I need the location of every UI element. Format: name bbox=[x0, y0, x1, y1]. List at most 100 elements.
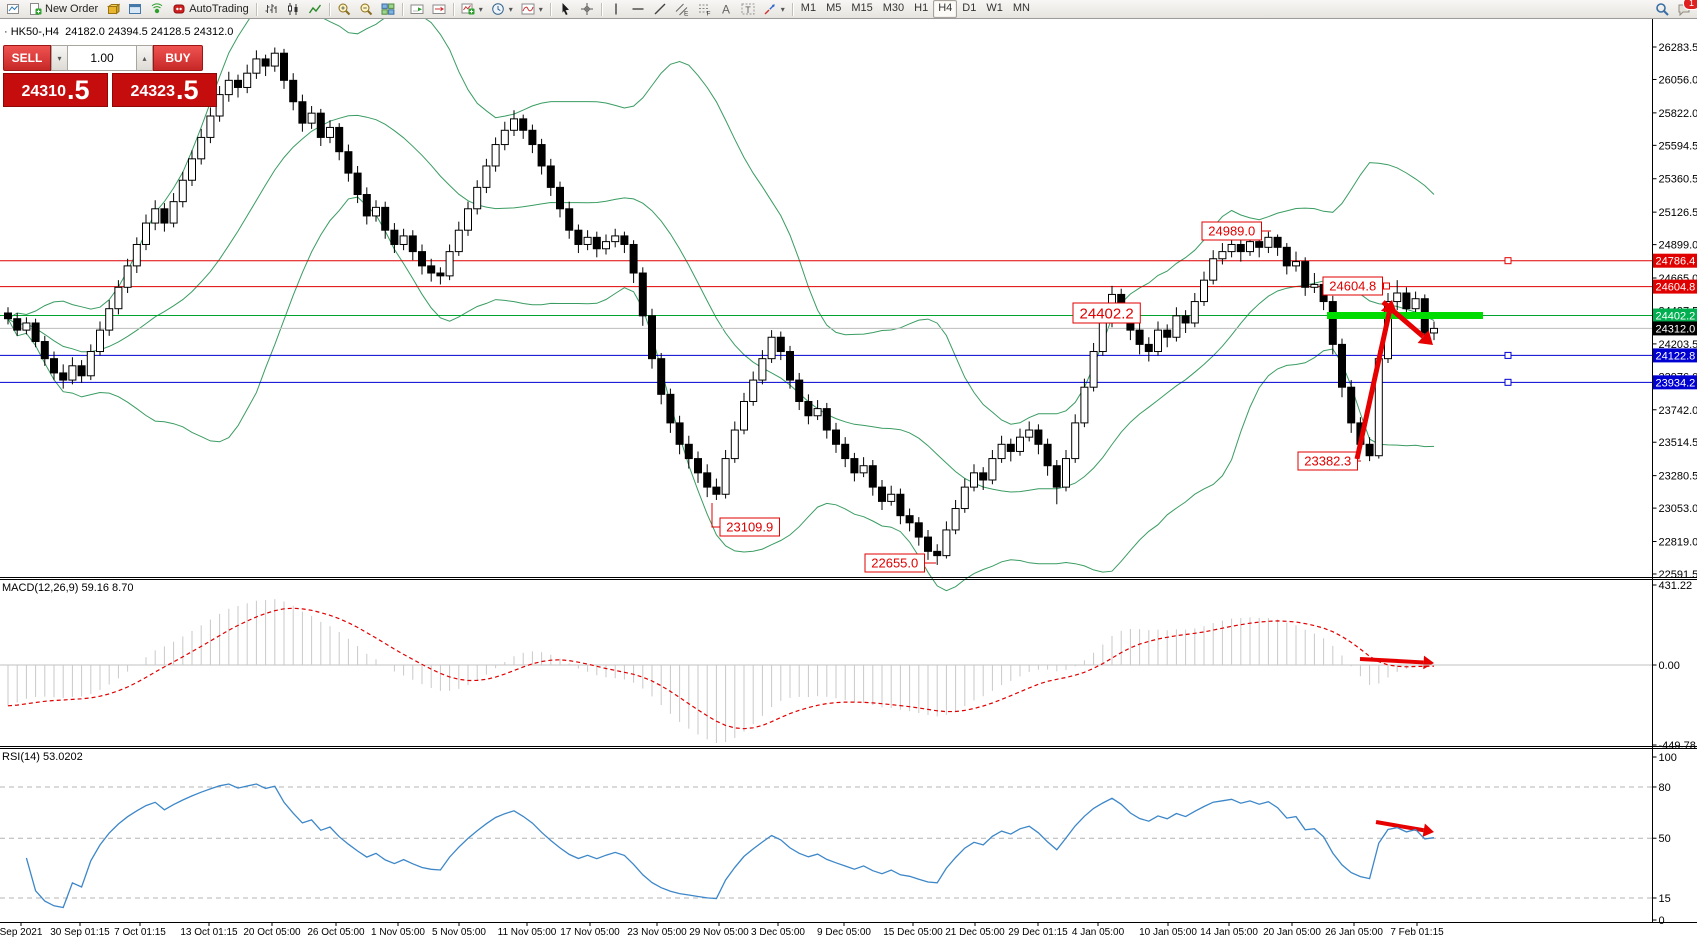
price-annotation[interactable]: 22655.0 bbox=[864, 553, 936, 573]
cursor-button[interactable] bbox=[554, 0, 576, 18]
timeframe-M1[interactable]: M1 bbox=[800, 2, 817, 14]
chevron-down-icon: ▾ bbox=[780, 4, 785, 14]
bar-chart-icon bbox=[265, 4, 277, 13]
timeframe-D1[interactable]: D1 bbox=[962, 2, 977, 14]
autotrading-icon bbox=[173, 4, 185, 14]
periods-button[interactable]: ▾ bbox=[487, 0, 517, 18]
trendline-button[interactable] bbox=[649, 0, 671, 18]
timeframe-M5[interactable]: M5 bbox=[826, 2, 842, 14]
price-badge bbox=[1653, 375, 1697, 390]
text-button[interactable]: A bbox=[715, 0, 737, 18]
auto-scroll-button[interactable] bbox=[406, 0, 428, 18]
timeframe-H1[interactable]: H1 bbox=[914, 2, 929, 14]
price-annotation[interactable]: 24402.2 bbox=[1072, 302, 1141, 324]
price-axis[interactable]: 26283.5 26056.0 25822.0 25594.5 25360.5 25126… bbox=[1652, 42, 1697, 581]
volume-decrease-button[interactable]: ▾ bbox=[51, 45, 68, 71]
fibonacci-icon: F bbox=[698, 4, 710, 16]
line-chart-button[interactable] bbox=[304, 0, 326, 18]
fibonacci-button[interactable]: F bbox=[693, 0, 715, 18]
price-annotation[interactable]: 23109.9 bbox=[711, 503, 781, 537]
drawn-arrow[interactable] bbox=[1375, 820, 1434, 837]
rsi-axis-label: 80 bbox=[1659, 782, 1671, 794]
bid-price-main: 24310 bbox=[21, 83, 66, 100]
toolbar-separator bbox=[255, 2, 257, 16]
volume-increase-button[interactable]: ▴ bbox=[136, 45, 153, 71]
sell-button[interactable]: SELL bbox=[3, 45, 51, 71]
chart-shift-button[interactable] bbox=[428, 0, 450, 18]
price-tick-label: 25360.5 bbox=[1659, 174, 1697, 186]
time-tick-label: Sep 2021 bbox=[0, 927, 43, 938]
bid-price-display[interactable]: 24310.5 bbox=[3, 73, 108, 107]
drawn-arrow[interactable] bbox=[1381, 300, 1433, 345]
zoom-out-button[interactable] bbox=[355, 0, 377, 18]
buy-button[interactable]: BUY bbox=[153, 45, 203, 71]
charts-button[interactable] bbox=[2, 0, 24, 18]
time-tick-label: 20 Jan 05:00 bbox=[1263, 927, 1321, 938]
candlestick-chart-button[interactable] bbox=[282, 0, 304, 18]
notifications-button[interactable]: 1 bbox=[1673, 0, 1697, 18]
price-tick-label: 23742.0 bbox=[1659, 405, 1697, 417]
price-annotation[interactable]: 23382.3 bbox=[1297, 451, 1361, 471]
crosshair-button[interactable] bbox=[576, 0, 598, 18]
arrows-button[interactable]: ▾ bbox=[759, 0, 789, 18]
data-window-button[interactable] bbox=[124, 0, 146, 18]
tile-windows-button[interactable] bbox=[377, 0, 399, 18]
time-axis[interactable]: Sep 2021 30 Sep 01:15 7 Oct 01:15 13 Oct 01… bbox=[0, 922, 1444, 939]
price-tick-label: 24203.5 bbox=[1659, 339, 1697, 351]
search-button[interactable] bbox=[1651, 0, 1673, 18]
line-handle[interactable] bbox=[1504, 378, 1512, 386]
toolbar-separator bbox=[401, 2, 403, 16]
market-watch-icon bbox=[107, 3, 121, 15]
autotrading-button[interactable]: AutoTrading bbox=[168, 0, 253, 18]
new-chart-button[interactable]: ▾ bbox=[457, 0, 487, 18]
line-handle[interactable] bbox=[1383, 282, 1391, 290]
price-annotation[interactable]: 24989.0 bbox=[1201, 221, 1271, 241]
zoom-in-button[interactable] bbox=[333, 0, 355, 18]
ask-price-display[interactable]: 24323.5 bbox=[112, 73, 217, 107]
timeframe-W1[interactable]: W1 bbox=[986, 2, 1003, 14]
timeframe-MN[interactable]: MN bbox=[1012, 2, 1030, 14]
indicators-button[interactable]: ▾ bbox=[517, 0, 547, 18]
chevron-down-icon: ▾ bbox=[538, 4, 543, 14]
new-order-button[interactable]: New Order bbox=[24, 0, 102, 18]
price-badge-text: 24122.8 bbox=[1656, 350, 1696, 362]
tile-windows-icon bbox=[381, 3, 395, 15]
time-tick-label: 14 Jan 05:00 bbox=[1200, 927, 1258, 938]
svg-text:A: A bbox=[722, 3, 730, 17]
chevron-down-icon: ▾ bbox=[508, 4, 513, 14]
svg-text:T: T bbox=[745, 5, 751, 15]
time-tick-label: 23 Nov 05:00 bbox=[627, 927, 687, 938]
rsi-axis-label: 100 bbox=[1659, 752, 1677, 764]
zoom-in-icon bbox=[338, 3, 350, 16]
navigator-icon bbox=[151, 3, 163, 14]
timeframe-M30[interactable]: M30 bbox=[882, 2, 905, 14]
line-handle[interactable] bbox=[1504, 257, 1512, 265]
toolbar-separator bbox=[328, 2, 330, 16]
price-tick-label: 23514.5 bbox=[1659, 437, 1697, 449]
market-watch-button[interactable] bbox=[102, 0, 124, 18]
drawn-objects[interactable]: 24989.0 24604.8 24402.2 23382.3 23109.9 22655… bbox=[711, 221, 1483, 837]
chevron-down-icon: ▾ bbox=[478, 4, 483, 14]
equidistant-channel-button[interactable]: E bbox=[671, 0, 693, 18]
toolbar-separator bbox=[600, 2, 602, 16]
bollinger-upper-band bbox=[7, 0, 1435, 425]
bid-price-fraction: .5 bbox=[66, 75, 90, 105]
line-handle[interactable] bbox=[1504, 351, 1512, 359]
bar-chart-button[interactable] bbox=[260, 0, 282, 18]
price-annotation-text: 23109.9 bbox=[726, 520, 773, 535]
rsi-panel: 100 80 50 15 0 bbox=[0, 752, 1677, 927]
text-label-button[interactable]: T bbox=[737, 0, 759, 18]
price-badge bbox=[1653, 321, 1697, 336]
navigator-button[interactable] bbox=[146, 0, 168, 18]
price-annotation[interactable]: 24604.8 bbox=[1322, 276, 1391, 296]
horizontal-line-button[interactable] bbox=[627, 0, 649, 18]
price-annotation-text: 24402.2 bbox=[1080, 305, 1134, 322]
timeframe-H4[interactable]: H4 bbox=[933, 0, 958, 18]
rsi-axis-label: 0 bbox=[1659, 915, 1665, 927]
time-tick-label: 29 Dec 01:15 bbox=[1008, 927, 1068, 938]
timeframe-M15[interactable]: M15 bbox=[851, 2, 873, 14]
vertical-line-button[interactable] bbox=[605, 0, 627, 18]
candlestick-series bbox=[4, 47, 1438, 565]
volume-input[interactable] bbox=[68, 45, 136, 71]
